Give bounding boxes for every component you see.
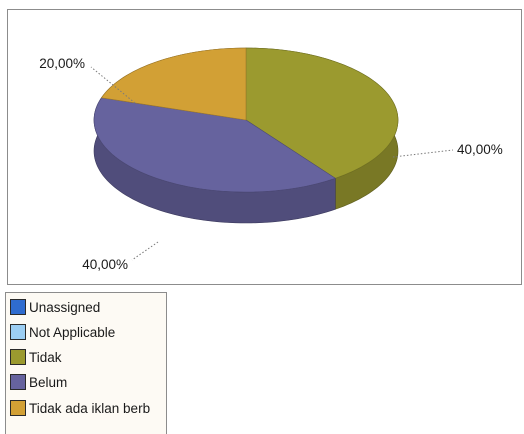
legend-item-tidak-ada-iklan: Tidak ada iklan berb <box>10 398 150 418</box>
pie-slice-belum <box>93 97 337 193</box>
data-label: 40,00% <box>82 257 128 272</box>
legend-label: Tidak ada iklan berb <box>29 400 151 416</box>
legend-item-not-applicable: Not Applicable <box>10 322 115 342</box>
legend-swatch-unassigned <box>10 299 26 315</box>
pie-slice-tidak <box>245 47 399 179</box>
legend-swatch-tidak-ada-iklan <box>10 400 26 416</box>
chart-legend: Unassigned Not Applicable Tidak Belum Ti… <box>5 292 167 434</box>
legend-item-belum: Belum <box>10 372 67 392</box>
legend-label: Belum <box>29 374 68 390</box>
legend-item-tidak: Tidak <box>10 347 62 367</box>
pie-chart: 40,00% 40,00% 20,00% <box>39 47 503 272</box>
legend-swatch-not-applicable <box>10 324 26 340</box>
legend-swatch-tidak <box>10 349 26 365</box>
legend-label: Unassigned <box>29 299 101 315</box>
label-leader-line <box>90 66 136 104</box>
data-label: 20,00% <box>39 56 85 71</box>
label-leader-line <box>131 241 159 261</box>
data-label: 40,00% <box>457 142 503 157</box>
chart-frame: 40,00% 40,00% 20,00% <box>7 9 522 285</box>
pie-slice-tidak-ada-iklan-berb <box>100 47 247 121</box>
legend-label: Tidak <box>29 349 62 365</box>
label-leader-line <box>392 149 454 158</box>
pie-top-faces <box>93 47 399 193</box>
legend-swatch-belum <box>10 374 26 390</box>
legend-label: Not Applicable <box>29 324 116 340</box>
legend-item-unassigned: Unassigned <box>10 297 100 317</box>
pie-data-labels: 40,00% 40,00% 20,00% <box>39 56 503 272</box>
